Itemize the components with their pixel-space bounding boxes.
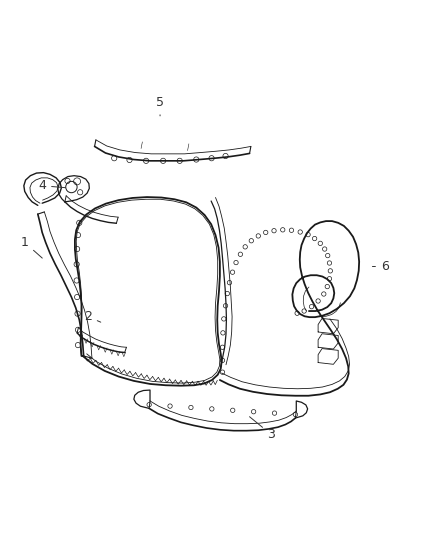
Text: 2: 2 (84, 310, 101, 323)
Text: 4: 4 (38, 179, 66, 192)
Text: 1: 1 (21, 236, 42, 258)
Text: 6: 6 (372, 260, 389, 273)
Text: 3: 3 (250, 417, 276, 441)
Text: 5: 5 (156, 96, 164, 116)
